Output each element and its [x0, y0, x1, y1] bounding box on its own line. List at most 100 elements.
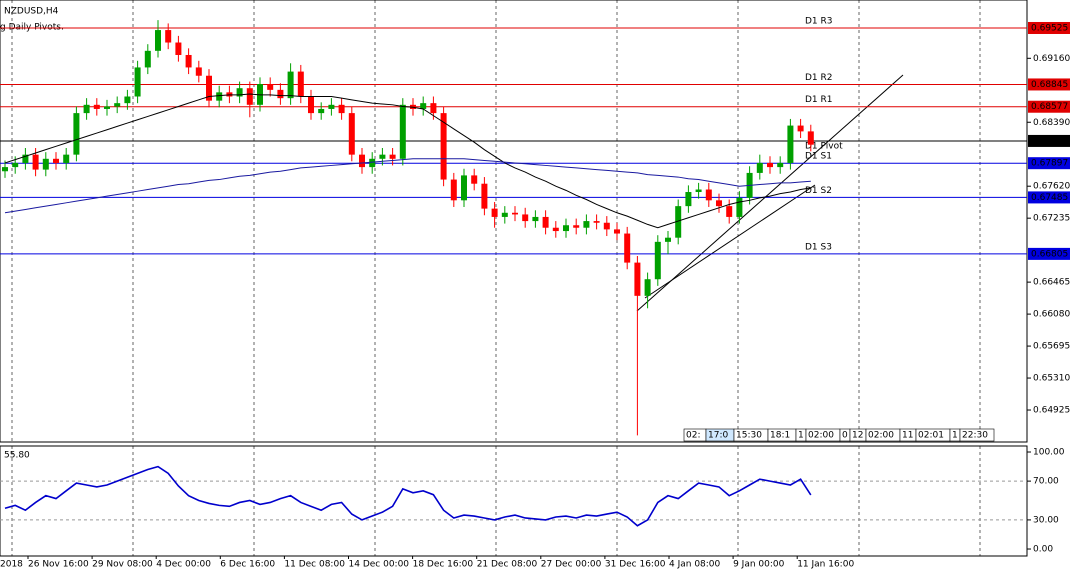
- candle-body: [32, 154, 39, 170]
- x-tick-label: 9 Jan 00:00: [733, 560, 785, 570]
- oscillator-panel: [0, 445, 1028, 557]
- candle-body: [134, 67, 141, 97]
- time-box-label: 02:: [686, 431, 700, 441]
- price-label-box: [1028, 21, 1070, 34]
- price-label-box: [1028, 134, 1070, 147]
- y-tick-label: 0.64925: [1033, 406, 1070, 416]
- candle-body: [379, 154, 386, 159]
- candle-body: [195, 67, 202, 76]
- pivot-label: D1 R1: [805, 95, 833, 105]
- candle-body: [593, 221, 600, 223]
- price-label-box: [1028, 191, 1070, 204]
- time-box-label: 02:00: [868, 431, 894, 441]
- candle-body: [716, 200, 722, 207]
- candle-body: [206, 75, 212, 101]
- candle-body: [287, 71, 294, 99]
- candle-body: [552, 227, 559, 232]
- time-box-label: 11: [902, 431, 913, 441]
- candle-body: [736, 197, 743, 217]
- candle-body: [450, 179, 457, 201]
- candle-body: [277, 89, 284, 99]
- pivot-label: D1 R3: [805, 16, 833, 26]
- candle-body: [338, 104, 345, 114]
- time-box-label: 18:1: [770, 431, 790, 441]
- time-box-label: 1: [952, 431, 958, 441]
- pivot-label: D1 S3: [805, 242, 832, 252]
- y-tick-label: 0.67620: [1033, 182, 1070, 192]
- price-label: 0.67485: [1031, 193, 1068, 203]
- candle-body: [114, 103, 121, 107]
- pivot-label: D1 S1: [805, 152, 832, 162]
- candle-body: [614, 229, 620, 234]
- candle-body: [144, 50, 151, 68]
- candle-body: [603, 222, 610, 230]
- candle-body: [185, 54, 192, 68]
- moving-average: [4, 158, 811, 214]
- y-tick-label: 70.00: [1033, 477, 1059, 487]
- candle-body: [665, 237, 671, 242]
- y-tick-label: 0.68390: [1033, 118, 1070, 128]
- candle-body: [93, 104, 100, 109]
- candle-body: [583, 221, 590, 228]
- candle-body: [63, 154, 70, 163]
- trend-line: [644, 184, 816, 299]
- candle-body: [522, 214, 529, 222]
- candle-body: [216, 92, 223, 101]
- candle-body: [705, 189, 712, 201]
- x-tick-label: 4 Dec 00:00: [156, 560, 211, 570]
- candle-body: [440, 113, 447, 180]
- time-box-label: 15:30: [736, 431, 762, 441]
- x-tick-label: 11 Dec 08:00: [284, 560, 345, 570]
- pivot-label: D1 R2: [805, 73, 833, 83]
- candle-body: [797, 125, 804, 132]
- candle-body: [430, 103, 437, 114]
- oscillator-line: [4, 465, 812, 527]
- candle-body: [42, 158, 49, 170]
- price-label-box: [1028, 157, 1070, 170]
- candle-body: [2, 167, 8, 172]
- candle-body: [359, 154, 365, 168]
- trend-line: [636, 74, 904, 312]
- x-tick-label: 6 Dec 16:00: [220, 560, 275, 570]
- y-tick-label: 0.67235: [1033, 214, 1070, 224]
- candle-body: [246, 88, 253, 105]
- oscillator-value: 55.80: [4, 451, 30, 461]
- candle-body: [481, 183, 488, 209]
- candle-body: [644, 279, 651, 296]
- candle-body: [654, 241, 661, 280]
- candle-body: [501, 212, 508, 217]
- time-box-label: 22:30: [962, 431, 988, 441]
- candle-body: [573, 225, 580, 228]
- time-box-label: 12: [852, 431, 863, 441]
- x-tick-label: 14 Dec 00:00: [349, 560, 410, 570]
- x-tick-label: 21 Dec 08:00: [477, 560, 538, 570]
- time-box-label: 1: [798, 431, 804, 441]
- candle-body: [787, 125, 794, 163]
- x-tick-label: 29 Nov 08:00: [92, 560, 153, 570]
- price-label-box: [1028, 100, 1070, 113]
- price-label: 0.69525: [1031, 23, 1068, 33]
- candle-body: [124, 96, 131, 104]
- x-tick-label: 11 Jan 16:00: [797, 560, 854, 570]
- candle-body: [389, 154, 396, 159]
- candle-body: [471, 175, 478, 184]
- candle-body: [542, 216, 549, 228]
- price-label: 0.68845: [1031, 80, 1068, 90]
- candle-body: [512, 212, 518, 215]
- candle-body: [83, 104, 90, 114]
- pivot-label: D1 S2: [805, 186, 832, 196]
- candle-body: [675, 206, 682, 238]
- x-tick-label: 27 Dec 00:00: [541, 560, 602, 570]
- candle-body: [267, 84, 274, 90]
- candle-body: [104, 106, 110, 109]
- x-tick-label: 26 Nov 16:00: [28, 560, 89, 570]
- price-label: 0.67897: [1031, 159, 1068, 169]
- price-label-box: [1028, 247, 1070, 260]
- y-tick-label: 0.65695: [1033, 342, 1070, 352]
- time-box-label: 17:0: [708, 431, 728, 441]
- candle-body: [12, 162, 19, 168]
- y-tick-label: 0.66080: [1033, 310, 1070, 320]
- pivot-label: D1 Pivot: [805, 141, 843, 151]
- candle-body: [695, 189, 702, 193]
- x-tick-label: 2018: [0, 560, 23, 570]
